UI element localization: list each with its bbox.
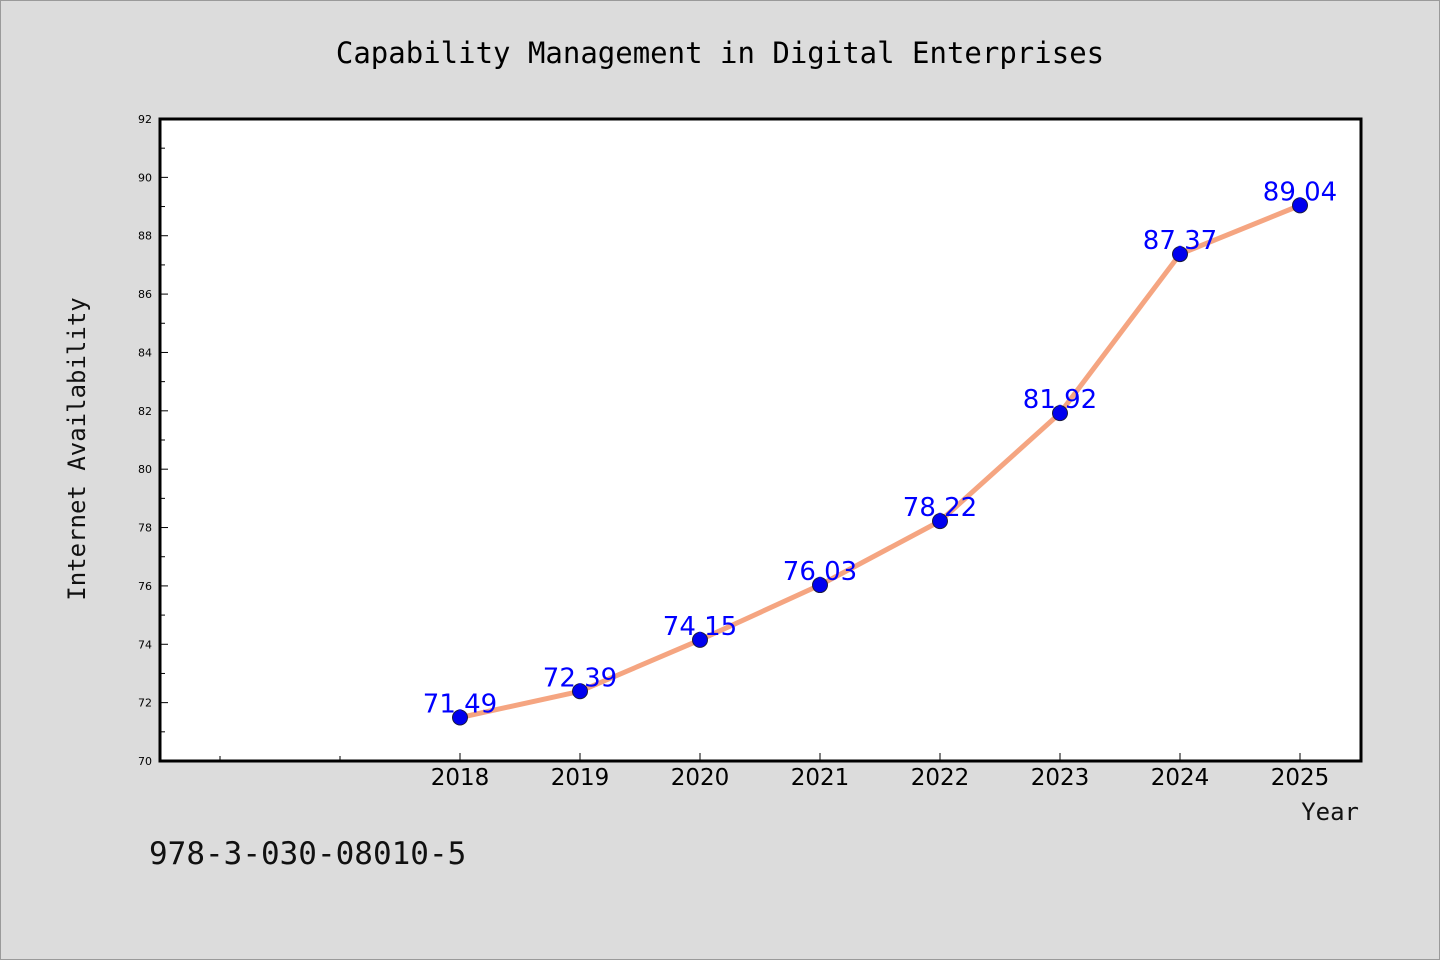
- y-tick-label: 78: [138, 522, 152, 535]
- y-tick-label: 84: [138, 346, 152, 359]
- data-point: [1292, 197, 1308, 214]
- x-tick-label: 2025: [1271, 765, 1330, 791]
- series-line: [457, 202, 1303, 721]
- plot-area: [158, 117, 1363, 763]
- data-label: 72.39: [543, 663, 617, 693]
- x-tick-label: 2023: [1031, 765, 1090, 791]
- y-tick-label: 88: [138, 230, 152, 243]
- x-tick-label: 2024: [1151, 765, 1210, 791]
- y-tick-label: 80: [138, 463, 152, 476]
- x-tick-label: 2021: [791, 765, 850, 791]
- data-point: [692, 631, 708, 648]
- data-label: 89.04: [1263, 177, 1337, 207]
- x-axis-label: Year: [1301, 798, 1359, 826]
- x-tick-label: 2019: [551, 765, 610, 791]
- y-tick-label: 92: [138, 113, 152, 126]
- y-tick-label: 74: [138, 638, 152, 651]
- isbn-text: 978-3-030-08010-5: [149, 836, 466, 872]
- data-point: [812, 577, 828, 594]
- data-label: 87.37: [1143, 226, 1217, 256]
- x-axis: 2018 2019 2020 2021 2022 2023 2024 2025: [219, 753, 1330, 791]
- data-point: [452, 709, 468, 726]
- data-point: [932, 513, 948, 530]
- y-tick-label: 90: [138, 171, 152, 184]
- data-label: 81.92: [1023, 385, 1097, 415]
- data-point: [1052, 405, 1068, 422]
- x-tick-label: 2018: [431, 765, 490, 791]
- data-label: 76.03: [783, 557, 857, 587]
- chart-title: Capability Management in Digital Enterpr…: [336, 36, 1104, 70]
- y-tick-label: 82: [138, 405, 152, 418]
- y-axis-label: Internet Availability: [63, 297, 91, 600]
- y-tick-label: 76: [138, 580, 152, 593]
- x-tick-label: 2022: [911, 765, 970, 791]
- y-axis: 70 72 74 76 78 80 82 84 86 88 90 92: [138, 113, 168, 768]
- y-tick-label: 72: [138, 697, 152, 710]
- data-label: 74.15: [663, 612, 737, 642]
- data-label: 78.22: [903, 493, 977, 523]
- data-point: [572, 683, 588, 700]
- y-tick-label: 70: [138, 755, 152, 768]
- series-line-group: 71.49 72.39 74.15 76.03 78.22 81.92 87.37 89.04: [423, 177, 1337, 726]
- x-tick-label: 2020: [671, 765, 730, 791]
- data-point: [1172, 246, 1188, 263]
- data-label: 71.49: [423, 690, 497, 720]
- y-tick-label: 86: [138, 288, 152, 301]
